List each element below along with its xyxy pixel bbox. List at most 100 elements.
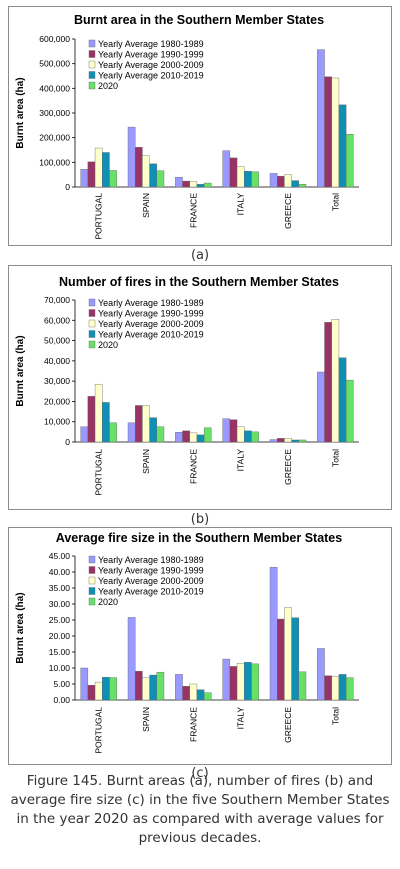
legend-label: Yearly Average 1990-1999 xyxy=(98,50,204,60)
legend-swatch xyxy=(88,555,96,564)
legend-label: 2020 xyxy=(98,597,118,607)
y-tick-label: 0 xyxy=(65,437,70,447)
bar xyxy=(109,422,117,443)
bar xyxy=(291,617,300,701)
bar xyxy=(127,617,136,701)
legend-swatch xyxy=(88,50,96,58)
bar xyxy=(109,170,117,188)
legend-swatch xyxy=(88,298,96,307)
bar xyxy=(102,677,110,701)
bar xyxy=(324,322,332,443)
subfigure-label-b: (b) xyxy=(190,512,210,527)
bar xyxy=(236,426,245,443)
chart-panel-number-of-fires: Number of fires in the Southern Member S… xyxy=(8,265,392,510)
chart-burnt-area: Burnt area in the Southern Member States… xyxy=(15,13,359,240)
x-tick-label: SPAIN xyxy=(141,707,151,732)
x-tick-label: GREECE xyxy=(283,707,293,743)
bar xyxy=(102,152,110,188)
bar xyxy=(269,439,278,443)
bar xyxy=(338,674,347,701)
bar xyxy=(149,417,158,443)
y-tick-label: 50,000 xyxy=(44,336,70,346)
bar xyxy=(229,666,238,701)
bar xyxy=(94,147,103,188)
bar xyxy=(80,667,89,701)
y-tick-label: 60,000 xyxy=(44,315,70,325)
y-tick-label: 40.00 xyxy=(49,567,71,577)
y-tick-label: 300,000 xyxy=(39,108,70,118)
x-tick-label: FRANCE xyxy=(188,449,198,484)
chart-title: Burnt area in the Southern Member States xyxy=(74,13,324,27)
y-tick-label: 30.00 xyxy=(49,599,71,609)
x-tick-label: ITALY xyxy=(236,193,246,216)
bar xyxy=(134,147,143,188)
bar xyxy=(80,426,89,443)
bar xyxy=(87,161,96,188)
legend-label: Yearly Average 2000-2009 xyxy=(98,319,204,329)
bar xyxy=(134,405,143,443)
bar xyxy=(317,371,325,443)
bar xyxy=(149,674,158,701)
bar xyxy=(196,184,205,188)
y-tick-label: 35.00 xyxy=(49,583,71,593)
bar xyxy=(189,432,198,443)
legend-label: Yearly Average 1980-1989 xyxy=(98,39,204,49)
bar xyxy=(142,677,150,701)
y-tick-label: 20,000 xyxy=(44,396,70,406)
bar xyxy=(182,180,190,188)
bar xyxy=(244,430,252,443)
chart-average-fire-size: Average fire size in the Southern Member… xyxy=(15,531,359,754)
x-tick-label: PORTUGAL xyxy=(94,193,104,240)
legend-label: Yearly Average 1990-1999 xyxy=(98,309,204,319)
bar xyxy=(196,434,205,443)
legend-swatch xyxy=(88,60,96,69)
y-tick-label: 0.00 xyxy=(53,695,70,705)
bar xyxy=(156,671,165,701)
bar xyxy=(229,419,238,443)
bar xyxy=(175,674,183,701)
bar xyxy=(203,692,212,701)
subfigure-label-a: (a) xyxy=(190,248,210,263)
x-tick-label: PORTUGAL xyxy=(94,707,104,754)
bar xyxy=(298,184,307,188)
bar xyxy=(156,170,165,188)
bar xyxy=(284,607,292,701)
bar xyxy=(291,180,300,188)
bar xyxy=(87,396,96,443)
chart-number-of-fires: Number of fires in the Southern Member S… xyxy=(15,275,359,496)
bar xyxy=(244,171,252,188)
bar xyxy=(338,104,347,188)
y-tick-label: 600,000 xyxy=(39,34,70,44)
bar xyxy=(251,431,259,443)
x-tick-label: Total xyxy=(330,707,340,725)
y-tick-label: 100,000 xyxy=(39,157,70,167)
x-tick-label: SPAIN xyxy=(141,193,151,218)
y-tick-label: 5.00 xyxy=(53,679,70,689)
chart-title: Number of fires in the Southern Member S… xyxy=(59,275,339,289)
bar xyxy=(175,432,183,443)
bar xyxy=(345,134,354,188)
bar xyxy=(142,155,150,188)
bar xyxy=(331,319,340,443)
bar xyxy=(203,427,212,443)
bar xyxy=(236,662,245,701)
x-tick-label: Total xyxy=(330,449,340,467)
y-tick-label: 70,000 xyxy=(44,295,70,305)
bar xyxy=(251,663,259,701)
legend-swatch xyxy=(88,340,96,349)
y-axis-label: Burnt area (ha) xyxy=(15,592,26,663)
bar xyxy=(277,175,285,188)
bar xyxy=(317,49,325,188)
y-tick-label: 10,000 xyxy=(44,417,70,427)
legend-swatch xyxy=(88,81,96,90)
legend-label: Yearly Average 2000-2009 xyxy=(98,576,204,586)
bar xyxy=(317,648,325,701)
bar xyxy=(324,675,332,701)
chart-panel-burnt-area: Burnt area in the Southern Member States… xyxy=(8,6,392,246)
legend-swatch xyxy=(88,39,96,48)
bar xyxy=(324,76,332,188)
x-tick-label: ITALY xyxy=(236,707,246,730)
bar xyxy=(80,169,89,188)
bar xyxy=(298,439,307,443)
legend-label: Yearly Average 2000-2009 xyxy=(98,60,204,70)
